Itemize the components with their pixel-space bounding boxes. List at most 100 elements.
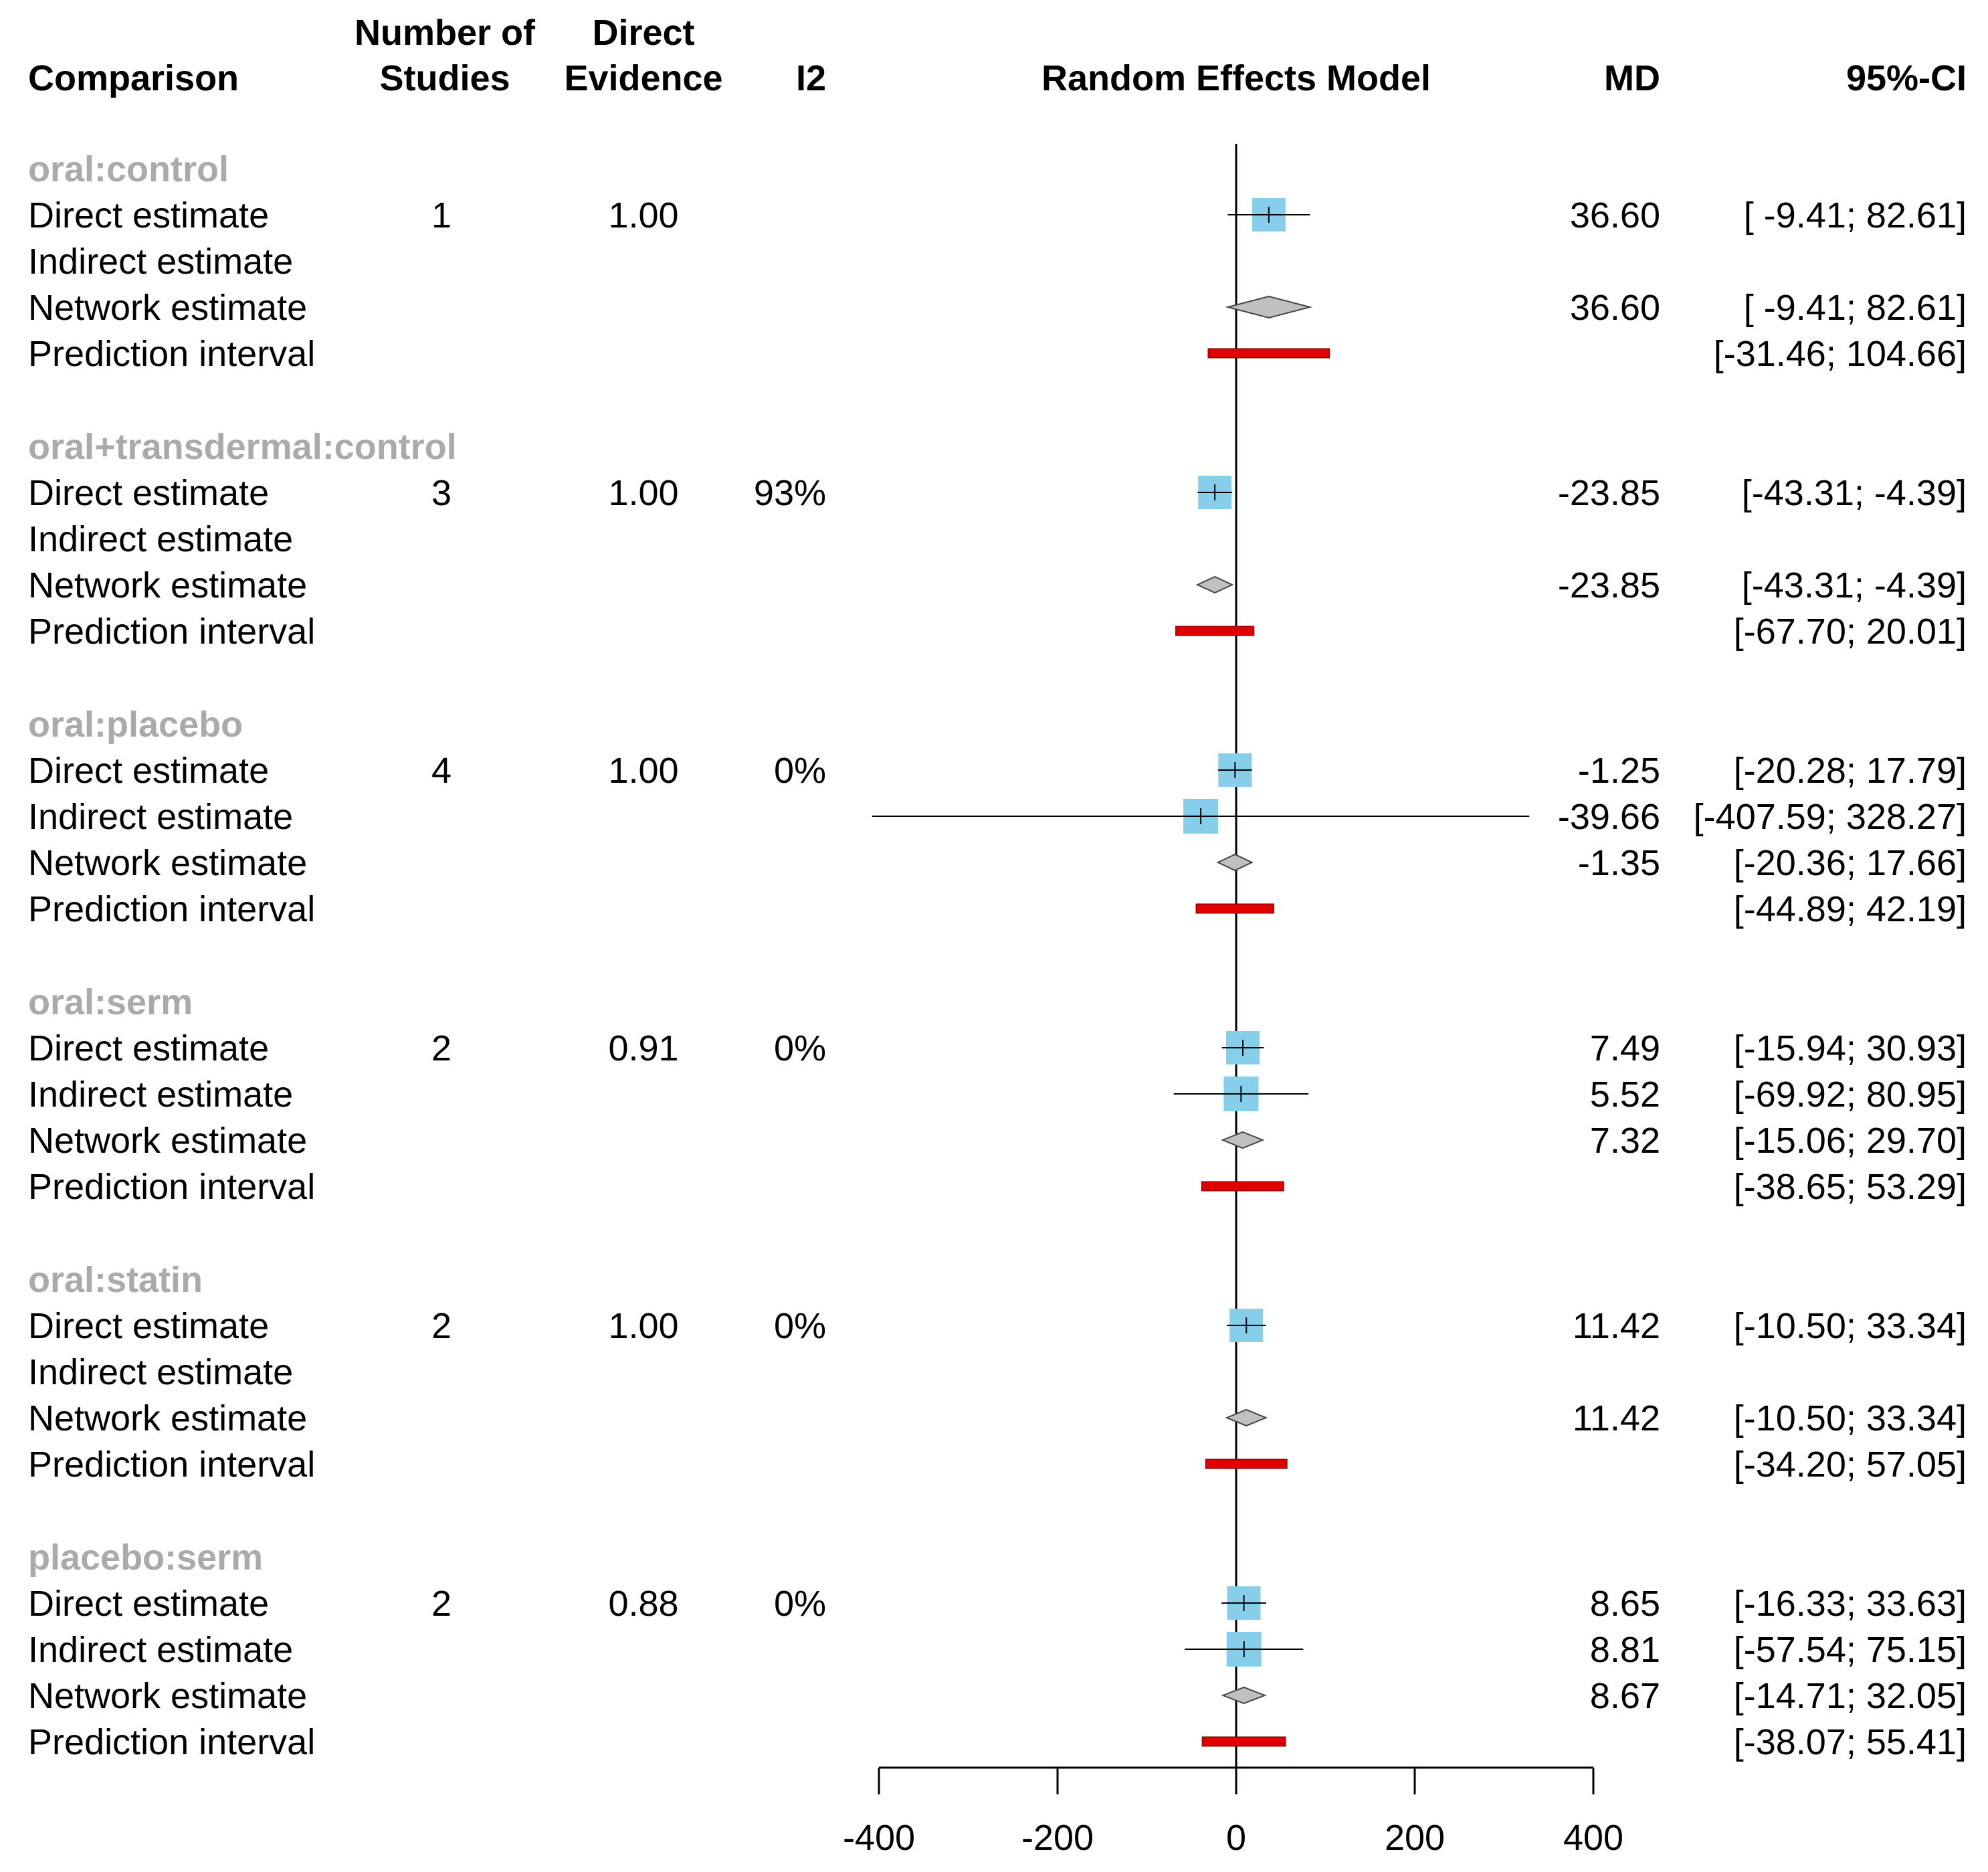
ci-value: [-20.36; 17.66] [1734, 843, 1967, 883]
ci-value: [-15.94; 30.93] [1734, 1028, 1967, 1068]
row-label: Indirect estimate [28, 1630, 293, 1670]
header-direct-line1: Direct [592, 13, 694, 53]
network-estimate-diamond [1195, 575, 1234, 594]
row-label: Direct estimate [28, 1028, 269, 1068]
ci-value: [-69.92; 80.95] [1734, 1074, 1967, 1115]
network-estimate-diamond [1221, 1131, 1265, 1149]
prediction-interval-bar [1195, 903, 1274, 914]
ci-value: [-16.33; 33.63] [1734, 1584, 1967, 1624]
header-studies-line2: Studies [379, 58, 510, 98]
ci-value: [ -9.41; 82.61] [1744, 288, 1967, 328]
prediction-interval-bar [1175, 626, 1255, 636]
i2-value: 0% [774, 1584, 826, 1624]
ci-value: [-10.50; 33.34] [1734, 1398, 1967, 1438]
ci-value: [-20.28; 17.79] [1734, 751, 1967, 791]
studies-count: 2 [431, 1028, 452, 1068]
row-label: Indirect estimate [28, 797, 293, 837]
estimates-table: oral:control Direct estimate 1 1.00 36.60 [ -… [28, 149, 1967, 1762]
ci-value: [-57.54; 75.15] [1734, 1630, 1967, 1670]
row-label: Direct estimate [28, 473, 269, 513]
ci-value: [-38.65; 53.29] [1734, 1167, 1967, 1207]
header-direct-line2: Evidence [564, 58, 722, 98]
row-label: Direct estimate [28, 1584, 269, 1624]
header-model: Random Effects Model [1041, 58, 1431, 98]
row-label: Network estimate [28, 1676, 307, 1716]
row-label: Prediction interval [28, 612, 315, 652]
studies-count: 2 [431, 1584, 452, 1624]
network-estimate-diamond [1221, 1686, 1267, 1705]
ci-value: [-67.70; 20.01] [1734, 612, 1967, 652]
row-label: Prediction interval [28, 1444, 315, 1485]
i2-value: 0% [774, 751, 826, 791]
header-md: MD [1604, 58, 1660, 98]
network-estimate-diamond [1225, 1408, 1268, 1427]
i2-value: 0% [774, 1306, 826, 1346]
studies-count: 2 [431, 1306, 452, 1346]
row-label: Prediction interval [28, 334, 315, 374]
x-tick-label: 0 [1226, 1818, 1246, 1858]
i2-value: 0% [774, 1028, 826, 1068]
plot-area [872, 144, 1530, 1768]
md-value: 11.42 [1573, 1306, 1660, 1346]
header-ci: 95%-CI [1846, 58, 1967, 98]
row-label: Indirect estimate [28, 519, 293, 559]
row-label: Indirect estimate [28, 1074, 293, 1115]
ci-value: [-44.89; 42.19] [1734, 889, 1967, 929]
studies-count: 1 [431, 195, 452, 236]
ci-value: [-43.31; -4.39] [1742, 565, 1967, 605]
ci-value: [ -9.41; 82.61] [1744, 195, 1967, 236]
md-value: 8.67 [1590, 1676, 1660, 1716]
direct-evidence: 1.00 [608, 1306, 678, 1346]
group-label: oral:serm [28, 982, 193, 1022]
row-label: Direct estimate [28, 751, 269, 791]
i2-value: 93% [754, 473, 826, 513]
header-comparison: Comparison [28, 58, 239, 98]
ci-value: [-34.20; 57.05] [1734, 1444, 1967, 1485]
ci-value: [-15.06; 29.70] [1734, 1121, 1967, 1161]
group-label: placebo:serm [28, 1537, 263, 1578]
row-label: Prediction interval [28, 1167, 315, 1207]
md-value: 7.49 [1590, 1028, 1660, 1068]
network-estimate-diamond [1216, 853, 1254, 872]
group-label: oral:statin [28, 1260, 203, 1300]
x-tick-label: -200 [1021, 1818, 1094, 1858]
x-tick-label: 200 [1385, 1818, 1445, 1858]
direct-evidence: 1.00 [608, 473, 678, 513]
group-label: oral+transdermal:control [28, 427, 457, 467]
row-label: Network estimate [28, 288, 307, 328]
row-label: Network estimate [28, 1398, 307, 1438]
x-tick-label: -400 [843, 1818, 915, 1858]
x-tick-label: 400 [1563, 1818, 1623, 1858]
header-studies-line1: Number of [355, 13, 536, 53]
row-label: Direct estimate [28, 1306, 269, 1346]
network-estimate-diamond [1225, 295, 1313, 319]
prediction-interval-bar [1205, 1459, 1288, 1469]
md-value: 36.60 [1570, 288, 1660, 328]
md-value: 5.52 [1590, 1074, 1660, 1115]
md-value: -1.25 [1578, 751, 1660, 791]
md-value: 7.32 [1590, 1121, 1660, 1161]
row-label: Direct estimate [28, 195, 269, 236]
ci-value: [-31.46; 104.66] [1714, 334, 1967, 374]
row-label: Network estimate [28, 565, 307, 605]
studies-count: 3 [431, 473, 452, 513]
md-value: 36.60 [1570, 195, 1660, 236]
md-value: -23.85 [1558, 565, 1660, 605]
group-label: oral:control [28, 149, 229, 189]
ci-value: [-10.50; 33.34] [1734, 1306, 1967, 1346]
ci-value: [-14.71; 32.05] [1734, 1676, 1967, 1716]
ci-value: [-43.31; -4.39] [1742, 473, 1967, 513]
column-headers: Comparison Number of Studies Direct Evid… [28, 13, 1967, 98]
row-label: Network estimate [28, 843, 307, 883]
md-value: -39.66 [1558, 797, 1660, 837]
md-value: 8.81 [1590, 1630, 1660, 1670]
md-value: -23.85 [1558, 473, 1660, 513]
md-value: 11.42 [1573, 1398, 1660, 1438]
x-axis: -400 -200 0 200 400 [843, 1766, 1623, 1858]
row-label: Indirect estimate [28, 1352, 293, 1392]
row-label: Prediction interval [28, 889, 315, 929]
group-label: oral:placebo [28, 705, 243, 745]
header-i2: I2 [796, 58, 826, 98]
direct-evidence: 0.91 [608, 1028, 678, 1068]
